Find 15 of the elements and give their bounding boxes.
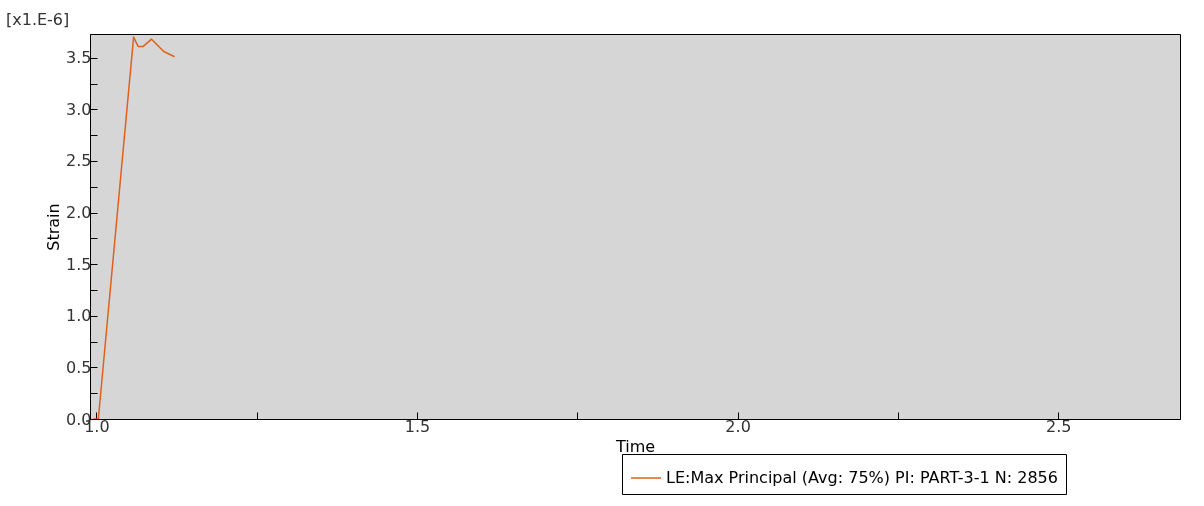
- line-series: [92, 36, 176, 419]
- y-tick-label: 0.5: [66, 357, 92, 377]
- x-axis-title: Time: [614, 436, 656, 456]
- y-tick-label: 3.5: [66, 48, 92, 68]
- y-tick-label: 1.0: [66, 306, 92, 326]
- y-tick-label: 2.5: [66, 151, 92, 171]
- y-axis-title: Strain: [44, 203, 64, 251]
- y-tick-label: 2.0: [66, 203, 92, 223]
- x-tick-label: 2.5: [1045, 416, 1072, 436]
- legend-label: LE:Max Principal (Avg: 75%) PI: PART-3-1 N: 2856: [666, 468, 1058, 487]
- y-tick-label: 3.0: [66, 99, 92, 119]
- x-tick-label: 1.5: [404, 416, 431, 436]
- text: [x1.E-6]: [6, 10, 70, 29]
- y-tick-label: 1.5: [66, 254, 92, 274]
- x-tick-label: 2.0: [725, 416, 751, 436]
